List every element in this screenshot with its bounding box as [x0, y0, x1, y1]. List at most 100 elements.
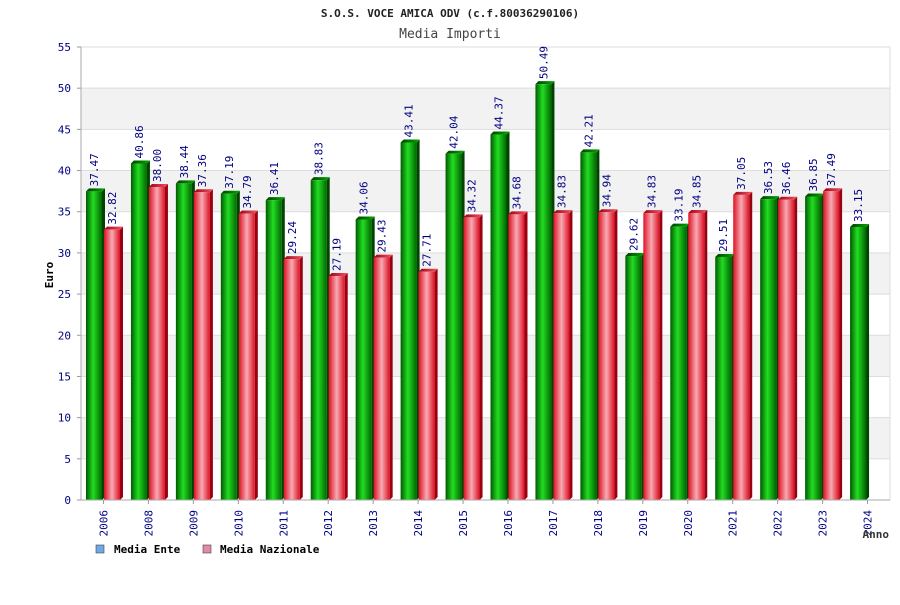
bar-top-media-nazionale [463, 214, 483, 218]
bar-top-media-nazionale [823, 188, 843, 192]
y-tick-label: 35 [58, 206, 71, 219]
bar-media-ente [175, 183, 192, 501]
bar-top-media-ente [445, 150, 465, 154]
bar-media-ente [490, 134, 507, 500]
bar-media-nazionale [104, 229, 120, 500]
bar-media-ente [805, 196, 822, 501]
bar-top-media-nazionale [328, 273, 348, 277]
x-tick-label: 2023 [817, 510, 830, 537]
bar-top-media-nazionale [148, 184, 168, 188]
x-axis-label: Anno [863, 528, 890, 541]
value-label-media-nazionale: 27.19 [331, 238, 344, 271]
plot-band [81, 211, 890, 253]
bar-top-media-nazionale [598, 209, 618, 213]
plot-band [81, 417, 890, 459]
value-label-media-ente: 40.86 [133, 125, 146, 158]
y-tick-label: 55 [58, 41, 71, 54]
legend: Media Ente Media Nazionale [95, 543, 320, 556]
x-tick-label: 2008 [142, 510, 155, 537]
bar-side-media-nazionale [704, 209, 708, 501]
x-tick-label: 2024 [862, 510, 875, 537]
bar-top-media-ente [805, 193, 825, 197]
value-labels-layer: 37.47 32.82 40.86 38.00 38.44 37.36 37.19 34.79… [88, 46, 865, 271]
x-tick-label: 2011 [277, 510, 290, 537]
bar-media-nazionale [553, 213, 570, 501]
bar-top-media-nazionale [733, 191, 753, 195]
bar-side-media-nazionale [120, 226, 123, 500]
bar-side-media-nazionale [569, 210, 573, 501]
bar-media-nazionale [373, 257, 390, 500]
plot-band [81, 170, 890, 212]
bar-media-ente [130, 163, 147, 500]
bar-top-media-ente [490, 131, 510, 135]
legend-label-media-ente: Media Ente [114, 543, 181, 556]
bar-top-media-ente [535, 81, 555, 85]
bar-media-ente [580, 152, 597, 501]
bar-side-media-nazionale [299, 256, 303, 500]
value-label-media-nazionale: 34.68 [511, 176, 524, 209]
plot-band [81, 129, 890, 171]
value-label-media-nazionale: 29.43 [376, 219, 389, 252]
bar-top-media-ente [580, 149, 600, 153]
bar-media-ente [265, 200, 282, 500]
y-tick-label: 45 [58, 123, 71, 136]
bar-top-media-nazionale [778, 196, 798, 200]
value-label-media-nazionale: 38.00 [151, 149, 164, 182]
x-axis: 2006 2008 2009 2010 2011 2012 2013 2014 2015 2016… [81, 499, 890, 537]
bar-top-media-ente [670, 223, 690, 227]
bar-side-media-nazionale [614, 209, 618, 501]
bar-side-media-nazionale [164, 184, 168, 500]
bar-top-media-ente [265, 197, 285, 201]
legend-swatch-media-nazionale [202, 544, 212, 554]
bar-side-media-nazionale [254, 210, 258, 500]
bar-top-media-ente [400, 139, 420, 143]
y-tick-label: 30 [58, 247, 71, 260]
plot-band [81, 252, 890, 295]
value-label-media-ente: 33.15 [852, 189, 865, 222]
bar-top-media-ente [850, 223, 870, 227]
bar-top-media-ente [130, 160, 150, 164]
value-label-media-nazionale: 34.94 [600, 174, 613, 207]
value-label-media-ente: 36.53 [762, 161, 775, 194]
value-label-media-ente: 38.44 [178, 145, 191, 178]
bar-media-nazionale [238, 213, 255, 500]
y-tick-label: 50 [58, 82, 71, 95]
bar-media-nazionale [148, 187, 165, 500]
chart-subtitle: Media Importi [399, 27, 501, 42]
value-label-media-nazionale: 36.46 [780, 162, 793, 195]
bar-top-media-ente [175, 180, 195, 184]
bar-media-nazionale [823, 191, 840, 500]
value-label-media-ente: 44.37 [493, 96, 506, 129]
x-tick-label: 2017 [547, 510, 560, 537]
value-label-media-ente: 36.85 [807, 158, 820, 191]
value-label-media-ente: 38.83 [313, 142, 326, 175]
bar-media-nazionale [283, 259, 300, 500]
bar-top-media-nazionale [373, 254, 393, 258]
bar-side-media-nazionale [209, 189, 213, 500]
y-tick-label: 15 [58, 370, 71, 383]
plot-band [81, 294, 890, 336]
bar-side-media-nazionale [344, 273, 348, 500]
bar-media-ente [86, 191, 102, 500]
bar-top-media-ente [220, 190, 240, 194]
bar-media-ente [400, 142, 417, 500]
bar-media-ente [670, 226, 687, 501]
value-label-media-ente: 42.04 [448, 115, 461, 148]
value-label-media-ente: 42.21 [582, 114, 595, 147]
bar-media-nazionale [193, 192, 210, 500]
bar-top-media-ente [715, 253, 735, 257]
bar-media-nazionale [598, 212, 615, 501]
bar-media-ente [715, 256, 732, 500]
legend-swatch-media-ente [95, 544, 105, 554]
y-axis-label: Euro [43, 261, 56, 288]
bar-media-ente [760, 199, 777, 500]
bar-side-media-nazionale [839, 188, 843, 500]
plot-band [81, 47, 890, 89]
bar-top-media-nazionale [688, 209, 708, 213]
value-label-media-ente: 29.51 [717, 219, 730, 252]
value-label-media-ente: 34.06 [358, 181, 371, 214]
value-label-media-ente: 37.19 [223, 156, 236, 189]
bar-media-ente [625, 256, 642, 500]
